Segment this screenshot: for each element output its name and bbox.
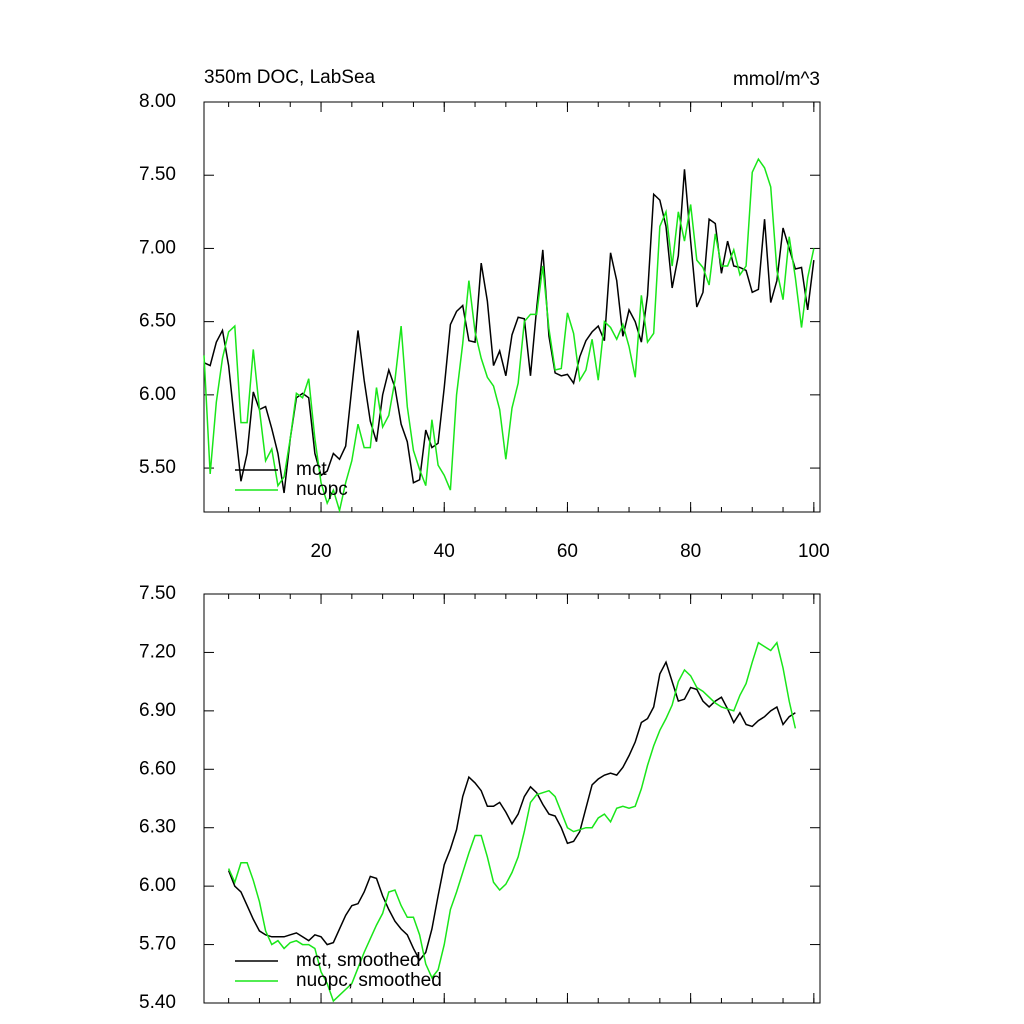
y-tick-label: 7.50 (139, 583, 176, 604)
units-label: mmol/m^3 (733, 69, 820, 90)
y-tick-label: 5.70 (139, 934, 176, 955)
y-tick-label: 6.50 (139, 311, 176, 332)
series-line (203, 169, 815, 494)
series-line (227, 660, 796, 962)
x-tick-label: 60 (557, 541, 578, 562)
y-tick-label: 6.90 (139, 700, 176, 721)
y-tick-label: 8.00 (139, 91, 176, 112)
y-tick-label: 6.00 (139, 875, 176, 896)
series-line (227, 641, 797, 1003)
chart-title: 350m DOC, LabSea (204, 67, 376, 88)
x-tick-label: 40 (434, 541, 455, 562)
plot-frame (203, 101, 821, 513)
y-tick-label: 7.50 (139, 164, 176, 185)
legend-label: mct (296, 459, 327, 480)
legend-label: mct, smoothed (296, 950, 421, 971)
x-tick-label: 100 (798, 541, 830, 562)
y-tick-label: 7.00 (139, 237, 176, 258)
legend-label: nuopc, smoothed (296, 970, 442, 991)
y-tick-label: 5.50 (139, 457, 176, 478)
plot-frame (203, 593, 821, 1004)
y-tick-label: 6.60 (139, 758, 176, 779)
y-tick-label: 7.20 (139, 641, 176, 662)
series-line (203, 157, 815, 514)
y-tick-label: 5.40 (139, 992, 176, 1013)
y-tick-label: 6.30 (139, 817, 176, 838)
x-tick-label: 20 (310, 541, 331, 562)
x-tick-label: 80 (680, 541, 701, 562)
y-tick-label: 6.00 (139, 384, 176, 405)
legend-label: nuopc (296, 479, 348, 500)
